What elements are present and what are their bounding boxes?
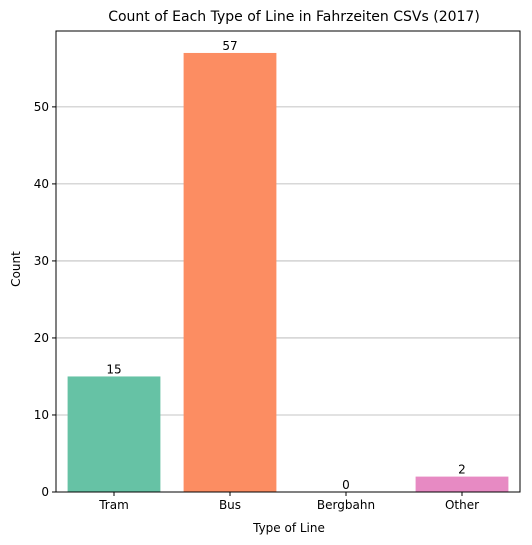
y-axis-ticks: 0 10 20 30 40 50 — [34, 100, 56, 499]
data-label-other: 2 — [458, 463, 466, 477]
x-tick-label-bus: Bus — [219, 498, 241, 512]
x-axis-ticks: Tram Bus Bergbahn Other — [98, 492, 479, 512]
y-tick-label-50: 50 — [34, 100, 49, 114]
plot-frame — [55, 30, 521, 493]
data-label-bus: 57 — [222, 39, 237, 53]
y-tick-label-10: 10 — [34, 408, 49, 422]
x-axis-label: Type of Line — [252, 521, 325, 535]
data-label-tram: 15 — [106, 362, 121, 376]
y-tick-label-0: 0 — [41, 485, 49, 499]
y-tick-label-30: 30 — [34, 254, 49, 268]
y-tick-label-40: 40 — [34, 177, 49, 191]
bars — [67, 52, 509, 492]
bar-tram — [67, 376, 161, 492]
bar-bus — [183, 52, 277, 492]
x-tick-label-bergbahn: Bergbahn — [317, 498, 375, 512]
x-tick-label-other: Other — [445, 498, 479, 512]
y-axis-label: Count — [9, 251, 23, 287]
gridlines — [56, 106, 520, 416]
x-tick-label-tram: Tram — [98, 498, 129, 512]
data-labels: 15 57 0 2 — [106, 39, 465, 492]
bar-other — [415, 476, 509, 492]
y-tick-label-20: 20 — [34, 331, 49, 345]
data-label-bergbahn: 0 — [342, 478, 350, 492]
chart-title: Count of Each Type of Line in Fahrzeiten… — [108, 9, 480, 25]
